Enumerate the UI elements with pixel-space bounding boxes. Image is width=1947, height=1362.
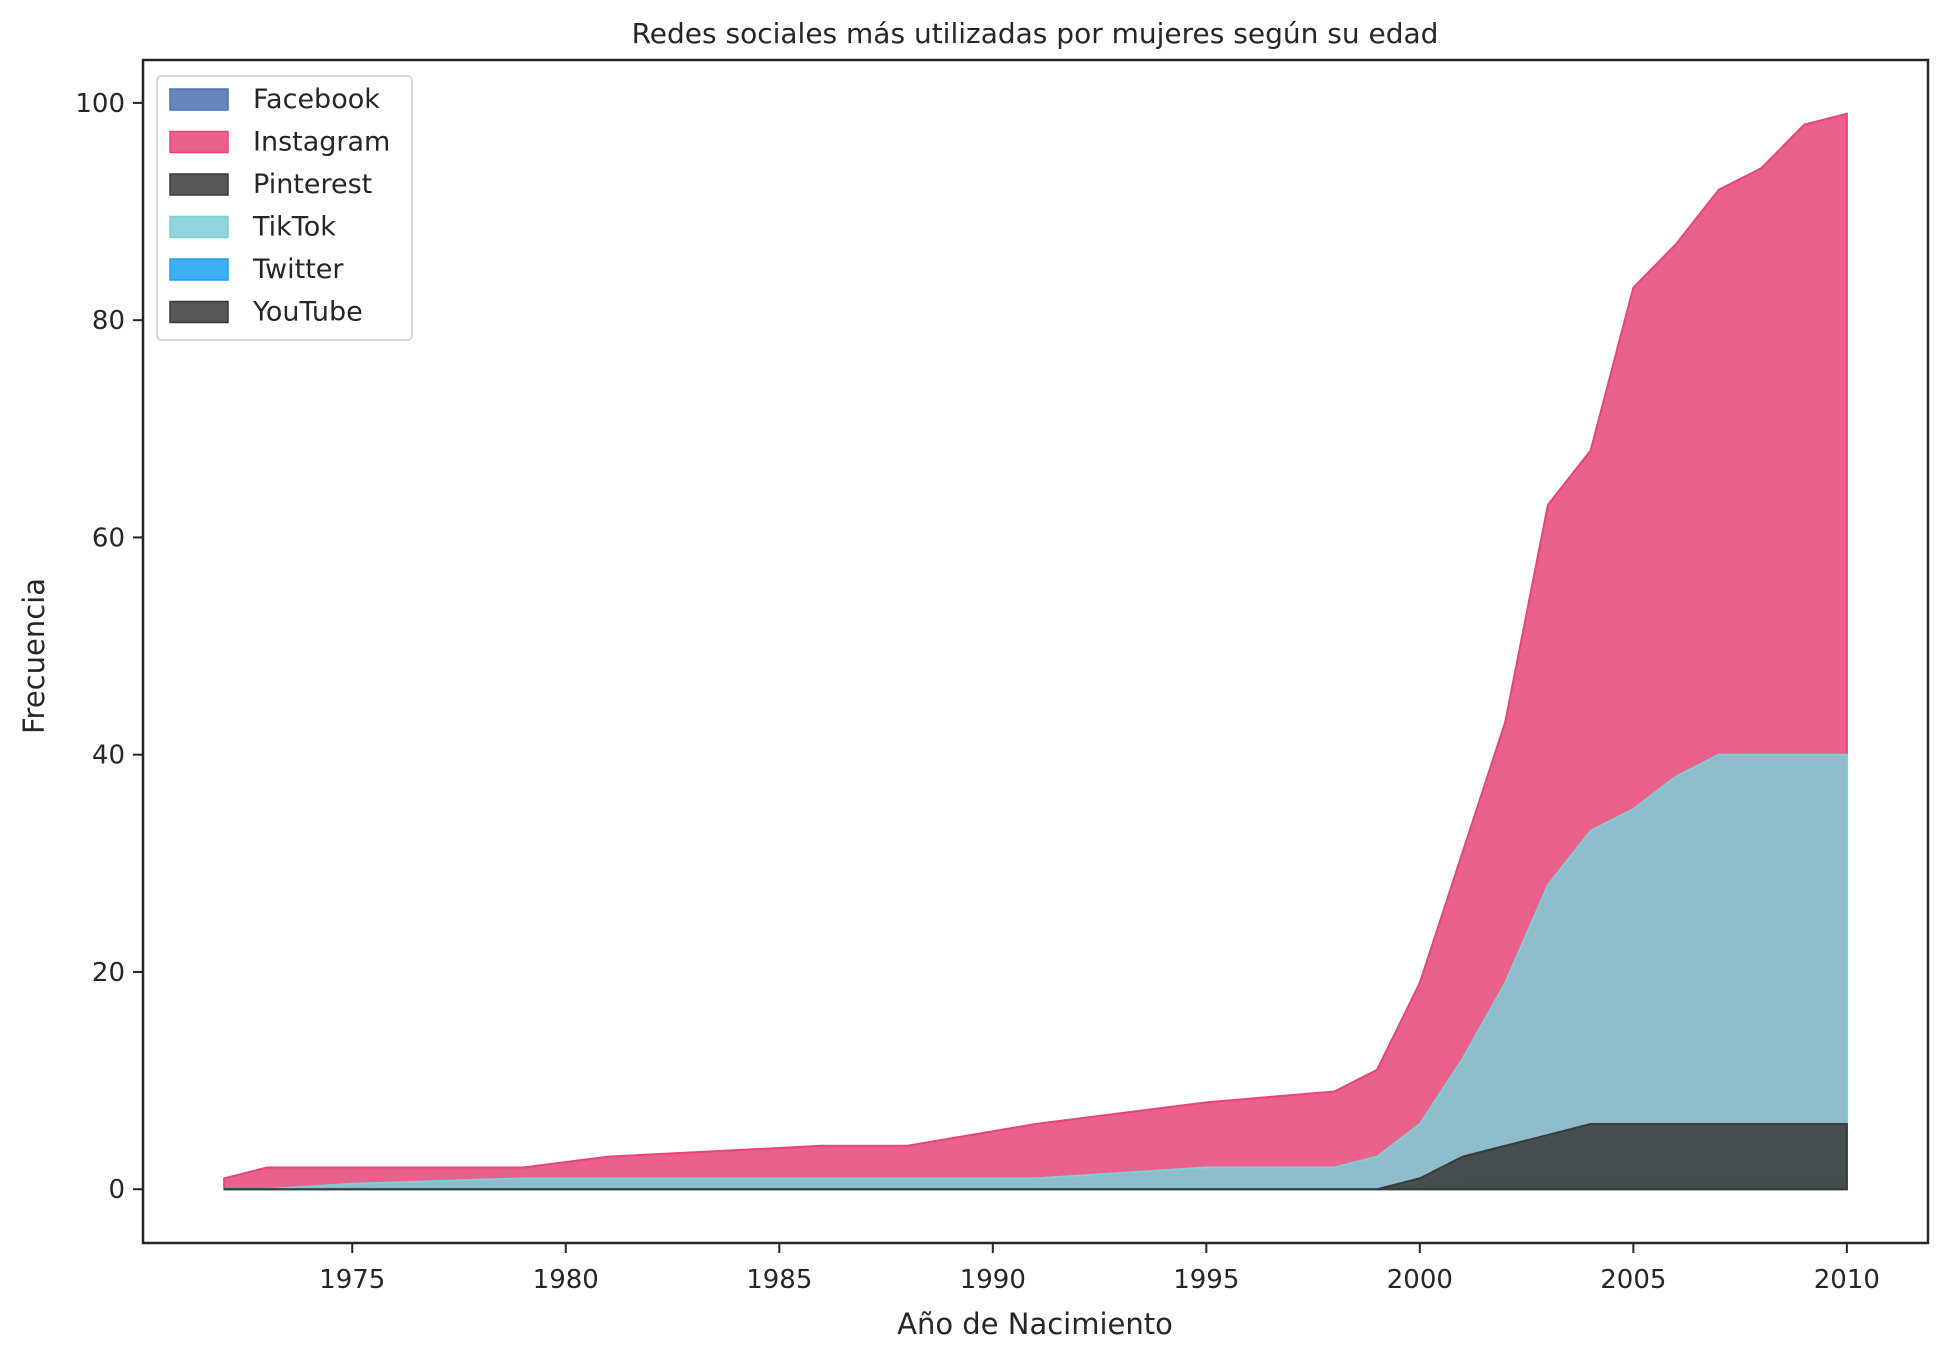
legend: Facebook Instagram Pinterest TikTok Twitter Y… — [156, 75, 413, 341]
chart-title: Redes sociales más utilizadas por mujere… — [632, 17, 1439, 50]
y-tick-label: 100 — [75, 89, 125, 119]
series-layer — [223, 112, 1848, 1191]
legend-swatch-pinterest — [169, 173, 229, 196]
x-axis-ticks: 1975 1980 1985 1990 1995 2000 2005 2010 — [319, 1243, 1880, 1295]
legend-label-tiktok: TikTok — [252, 212, 336, 243]
y-axis-ticks: 0 20 40 60 80 100 — [75, 89, 143, 1205]
legend-label-youtube: YouTube — [252, 297, 363, 328]
legend-label-facebook: Facebook — [253, 84, 380, 115]
x-tick-label: 1990 — [960, 1265, 1026, 1295]
legend-swatch-instagram — [169, 130, 229, 154]
y-tick-label: 60 — [92, 523, 125, 553]
legend-swatch-youtube — [169, 300, 229, 324]
legend-swatch-tiktok — [169, 215, 229, 239]
legend-label-pinterest: Pinterest — [253, 169, 372, 200]
area-instagram — [223, 112, 1848, 1191]
y-tick-label: 40 — [92, 741, 125, 771]
legend-label-instagram: Instagram — [253, 127, 390, 158]
y-tick-label: 20 — [92, 958, 125, 988]
legend-swatch-facebook — [169, 88, 229, 111]
x-tick-label: 2000 — [1387, 1265, 1453, 1295]
y-tick-label: 0 — [108, 1175, 125, 1205]
x-tick-label: 2005 — [1600, 1265, 1666, 1295]
y-axis-label: Frecuencia — [17, 578, 51, 734]
x-tick-label: 1995 — [1173, 1265, 1239, 1295]
x-tick-label: 2010 — [1814, 1265, 1880, 1295]
legend-label-twitter: Twitter — [252, 254, 344, 285]
y-tick-label: 80 — [92, 306, 125, 336]
area-youtube — [224, 1123, 1848, 1191]
legend-swatch-twitter — [169, 258, 229, 281]
x-tick-label: 1975 — [319, 1265, 385, 1295]
plot-frame — [141, 58, 1930, 1245]
x-tick-label: 1985 — [746, 1265, 812, 1295]
x-axis-label: Año de Nacimiento — [897, 1307, 1173, 1341]
x-tick-label: 1980 — [533, 1265, 599, 1295]
